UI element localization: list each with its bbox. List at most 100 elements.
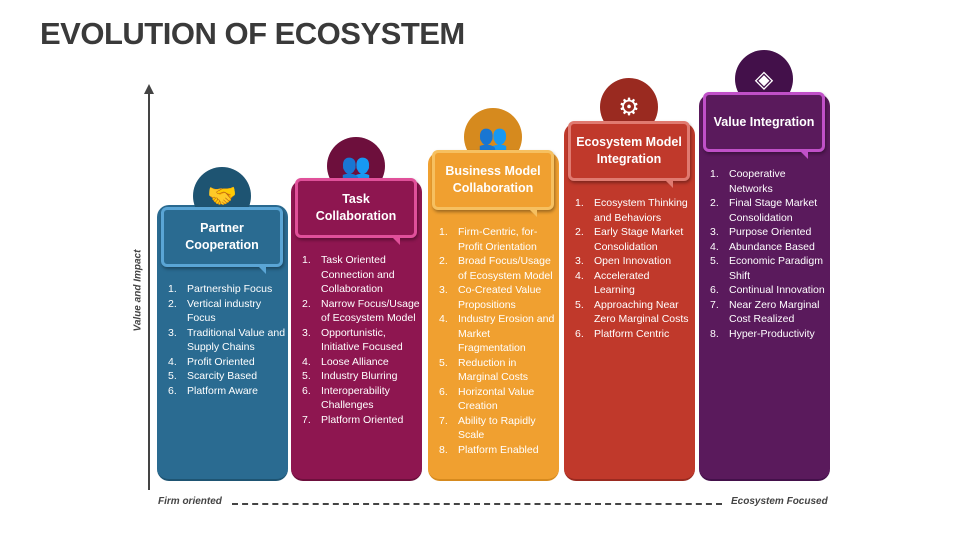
list-number: 4.: [710, 240, 719, 253]
column-title: Business Model Collaboration: [432, 150, 554, 217]
y-axis: [148, 90, 150, 490]
list-item: 4. Loose Alliance: [302, 355, 420, 370]
list-number: 5.: [439, 356, 448, 369]
list-item-text: Purpose Oriented: [729, 226, 812, 238]
column-title: Ecosystem Model Integration: [568, 121, 690, 188]
list-item: 5. Industry Blurring: [302, 369, 420, 384]
list-item: 3. Traditional Value and Supply Chains: [168, 326, 286, 355]
callout-tail: [663, 178, 673, 188]
list-item-text: Co-Created Value Propositions: [458, 284, 542, 311]
list-item: 6. Horizontal Value Creation: [439, 385, 557, 414]
list-item-text: Ability to Rapidly Scale: [458, 414, 536, 442]
list-item-text: Final Stage Market Consolidation: [729, 197, 818, 224]
column-list: 1. Ecosystem Thinking and Behaviors 2. Earl…: [575, 196, 693, 341]
list-item-text: Reduction in Marginal Costs: [458, 356, 529, 384]
list-item: 4. Accelerated Learning: [575, 269, 693, 298]
list-number: 4.: [302, 355, 311, 368]
list-number: 3.: [575, 255, 584, 267]
column-title: Value Integration: [703, 92, 825, 159]
list-number: 2.: [439, 255, 448, 267]
list-item-text: Abundance Based: [729, 240, 815, 253]
list-item-text: Industry Erosion and Market Fragmentatio…: [458, 313, 555, 354]
list-item: 6. Interoperability Challenges: [302, 384, 420, 413]
list-item-text: Task Oriented Connection and Collaborati…: [321, 254, 395, 295]
list-number: 1.: [302, 254, 311, 266]
column-list: 1. Task Oriented Connection and Collabora…: [302, 253, 420, 427]
list-item: 3. Open Innovation: [575, 254, 693, 269]
callout-tail: [527, 207, 537, 217]
list-item-text: Interoperability Challenges: [321, 384, 390, 412]
column-card: [699, 94, 830, 481]
list-number: 4.: [439, 313, 448, 325]
callout-tail: [798, 149, 808, 159]
page-title: EVOLUTION OF ECOSYSTEM: [40, 16, 465, 51]
list-number: 6.: [302, 384, 311, 397]
list-number: 1.: [575, 197, 584, 209]
list-item-text: Traditional Value and Supply Chains: [187, 326, 286, 354]
list-item: 7. Near Zero Marginal Cost Realized: [710, 298, 828, 327]
list-number: 1.: [710, 168, 719, 180]
list-item-text: Vertical industry Focus: [187, 297, 262, 325]
list-item-text: Platform Centric: [594, 327, 670, 340]
list-item: 1. Firm-Centric, for-Profit Orientation: [439, 225, 557, 254]
list-item-text: Economic Paradigm Shift: [729, 255, 823, 282]
list-item: 6. Platform Aware: [168, 384, 286, 399]
column-list: 1. Firm-Centric, for-Profit Orientation 2.…: [439, 225, 557, 457]
list-item: 4. Abundance Based: [710, 240, 828, 255]
column-title-text: Value Integration: [713, 114, 815, 129]
list-number: 1.: [439, 226, 448, 238]
list-item: 6. Continual Innovation: [710, 283, 828, 298]
list-item: 7. Platform Oriented: [302, 413, 420, 428]
list-item-text: Hyper-Productivity: [729, 327, 815, 340]
list-number: 2.: [302, 297, 311, 310]
list-number: 6.: [168, 384, 177, 397]
list-item-text: Early Stage Market Consolidation: [594, 226, 684, 253]
list-item: 2. Early Stage Market Consolidation: [575, 225, 693, 254]
list-number: 7.: [302, 413, 311, 426]
list-item-text: Broad Focus/Usage of Ecosystem Model: [458, 255, 553, 282]
list-item-text: Platform Enabled: [458, 443, 539, 456]
callout-tail: [390, 235, 400, 245]
list-item-text: Loose Alliance: [321, 355, 389, 368]
list-number: 5.: [710, 255, 719, 267]
list-number: 5.: [302, 370, 311, 382]
list-item-text: Continual Innovation: [729, 284, 825, 296]
column-title-text: Partner Cooperation: [185, 221, 259, 252]
list-item-text: Near Zero Marginal Cost Realized: [729, 298, 820, 326]
list-item: 7. Ability to Rapidly Scale: [439, 414, 557, 443]
column-title: Partner Cooperation: [161, 207, 283, 274]
list-number: 7.: [439, 414, 448, 427]
list-item-text: Opportunistic, Initiative Focused: [321, 326, 403, 354]
list-number: 4.: [168, 355, 177, 368]
list-item: 8. Platform Enabled: [439, 443, 557, 458]
list-item-text: Industry Blurring: [321, 370, 398, 382]
y-axis-arrow-icon: [144, 84, 154, 94]
list-item: 5. Scarcity Based: [168, 369, 286, 384]
list-item: 1. Cooperative Networks: [710, 167, 828, 196]
list-item-text: Profit Oriented: [187, 355, 255, 368]
list-item: 4. Industry Erosion and Market Fragmentat…: [439, 312, 557, 356]
list-number: 3.: [168, 326, 177, 339]
list-item-text: Accelerated Learning: [594, 269, 650, 297]
list-item: 8. Hyper-Productivity: [710, 327, 828, 342]
column-list: 1. Partnership Focus 2. Vertical industry F…: [168, 282, 286, 398]
list-item: 1. Task Oriented Connection and Collabora…: [302, 253, 420, 297]
list-number: 1.: [168, 283, 177, 295]
list-number: 3.: [439, 284, 448, 296]
list-item: 5. Reduction in Marginal Costs: [439, 356, 557, 385]
column-list: 1. Cooperative Networks 2. Final Stage Mark…: [710, 167, 828, 341]
list-item: 1. Ecosystem Thinking and Behaviors: [575, 196, 693, 225]
list-number: 2.: [575, 226, 584, 238]
list-item: 4. Profit Oriented: [168, 355, 286, 370]
x-axis-start-label: Firm oriented: [158, 496, 222, 507]
column-card: [564, 123, 695, 481]
list-item: 2. Vertical industry Focus: [168, 297, 286, 326]
list-number: 4.: [575, 269, 584, 282]
column-title-text: Task Collaboration: [315, 192, 397, 223]
list-number: 2.: [710, 197, 719, 209]
x-axis-dashed-line: [232, 503, 722, 505]
list-number: 8.: [439, 443, 448, 456]
list-item: 1. Partnership Focus: [168, 282, 286, 297]
list-item: 2. Final Stage Market Consolidation: [710, 196, 828, 225]
list-item-text: Partnership Focus: [187, 283, 273, 295]
